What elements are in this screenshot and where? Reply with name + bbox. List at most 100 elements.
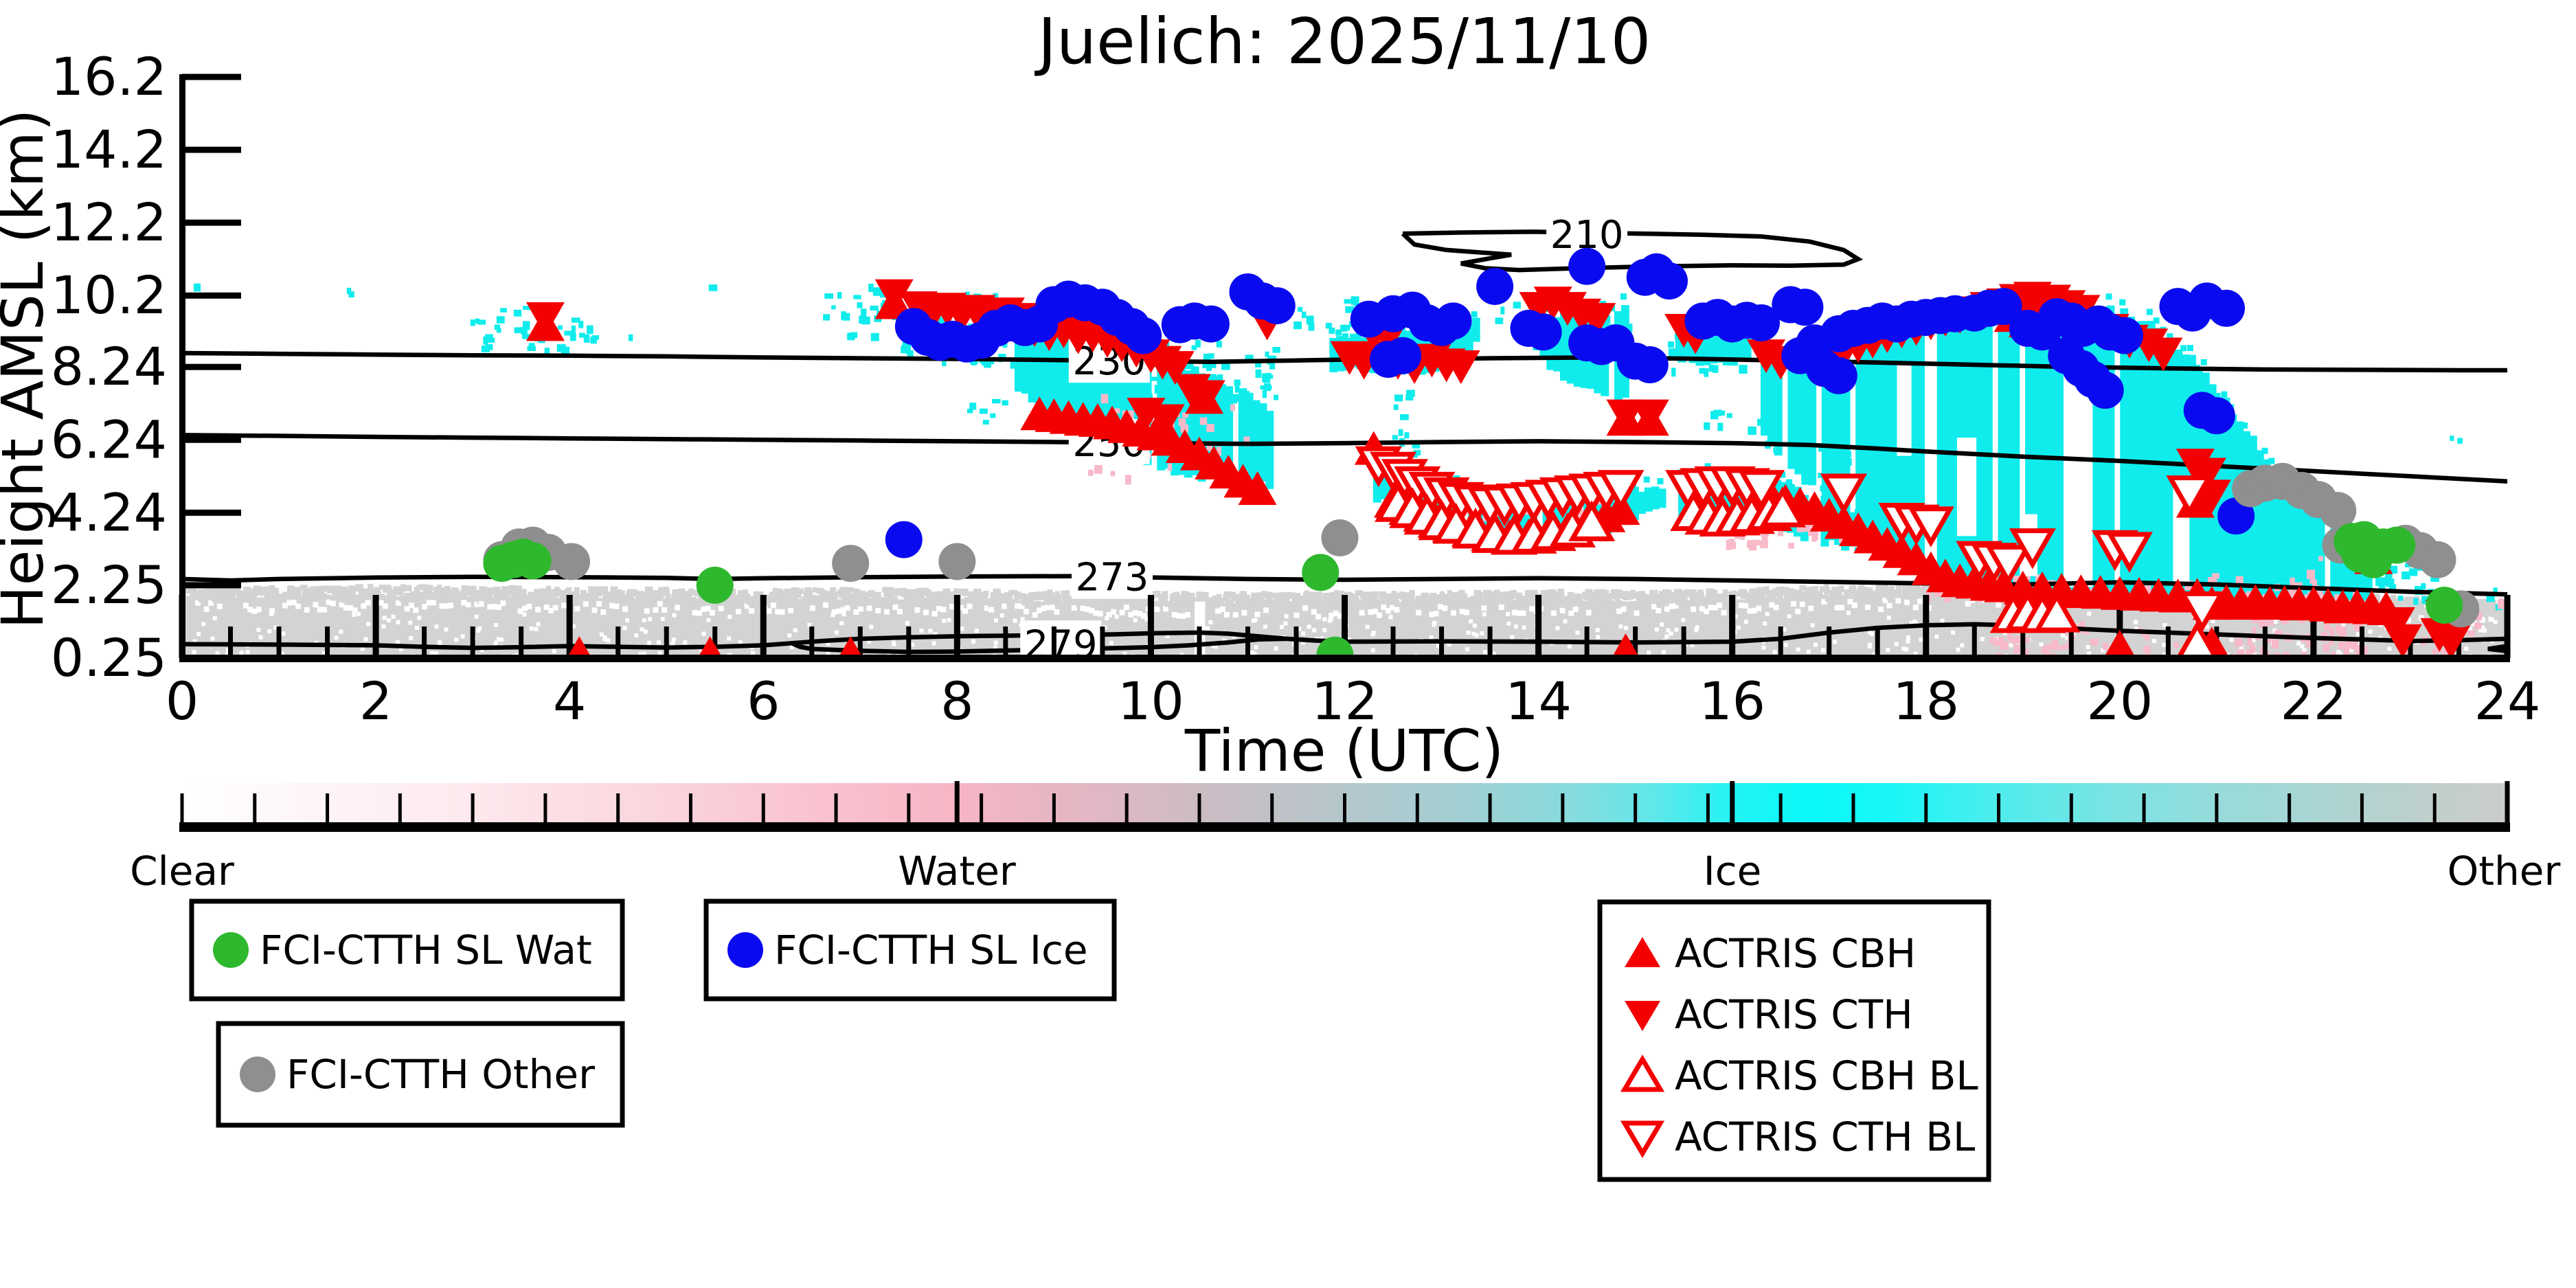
fci-ctth-ice-point bbox=[1820, 357, 1857, 394]
band-noise bbox=[465, 602, 471, 608]
other-speckle bbox=[1423, 595, 1430, 604]
water-speckle bbox=[2143, 585, 2151, 596]
other-speckle bbox=[1590, 591, 1596, 598]
band-noise bbox=[225, 651, 230, 656]
class-colorbar: Clear Water Ice Other bbox=[130, 781, 2560, 894]
band-noise bbox=[387, 618, 392, 623]
ice-speckle bbox=[1412, 444, 1421, 449]
other-speckle bbox=[206, 592, 212, 600]
water-speckle bbox=[1129, 413, 1134, 421]
ice-fuzz bbox=[2268, 457, 2275, 464]
band-noise bbox=[1664, 634, 1669, 639]
other-speckle bbox=[1511, 589, 1517, 597]
other-speckle bbox=[795, 598, 804, 607]
band-noise bbox=[438, 642, 442, 647]
band-noise bbox=[2086, 644, 2090, 649]
other-speckle bbox=[947, 591, 954, 598]
actris-cth-bl-marker bbox=[1985, 544, 2032, 586]
water-speckle bbox=[2318, 556, 2323, 561]
band-noise bbox=[356, 611, 361, 616]
other-speckle bbox=[2485, 602, 2493, 609]
fci-ctth-ice-point bbox=[1786, 289, 1824, 326]
band-noise bbox=[444, 627, 449, 632]
other-speckle bbox=[1595, 589, 1601, 598]
ice-speckle bbox=[853, 295, 861, 300]
other-speckle bbox=[1832, 596, 1838, 604]
other-speckle bbox=[1004, 594, 1013, 601]
band-noise bbox=[313, 602, 319, 608]
other-speckle bbox=[1745, 595, 1752, 601]
other-speckle bbox=[749, 599, 755, 608]
ice-speckle bbox=[2281, 510, 2291, 516]
band-noise bbox=[1429, 635, 1434, 640]
band-noise bbox=[1223, 611, 1230, 618]
x-minor-tick bbox=[1003, 626, 1008, 658]
water-speckle bbox=[2015, 636, 2020, 644]
band-noise bbox=[1934, 634, 1939, 639]
ice-speckle bbox=[824, 293, 834, 299]
other-speckle bbox=[2391, 596, 2397, 604]
band-noise bbox=[326, 599, 332, 605]
ice-region-tail-22 bbox=[2283, 479, 2292, 595]
ice-speckle bbox=[2385, 572, 2393, 578]
other-speckle bbox=[1610, 589, 1618, 598]
ice-speckle bbox=[2397, 596, 2404, 601]
band-noise bbox=[1806, 649, 1811, 654]
other-speckle bbox=[574, 587, 580, 594]
other-speckle bbox=[672, 589, 680, 597]
ice-speckle bbox=[2408, 568, 2418, 576]
band-noise bbox=[269, 608, 275, 614]
ice-speckle bbox=[579, 332, 586, 338]
x-tick-label: 20 bbox=[2086, 670, 2153, 732]
ice-speckle bbox=[1621, 315, 1628, 322]
band-noise bbox=[949, 604, 956, 610]
ice-speckle bbox=[1710, 348, 1717, 354]
other-speckle bbox=[1794, 589, 1802, 598]
other-speckle bbox=[1256, 597, 1265, 605]
other-speckle bbox=[560, 595, 568, 602]
colorbar-minor-tick bbox=[2215, 793, 2219, 822]
actris-cth-bl-marker bbox=[1820, 473, 1867, 515]
band-noise bbox=[1940, 618, 1945, 623]
other-speckle bbox=[1656, 596, 1664, 601]
ice-speckle bbox=[1713, 365, 1719, 373]
other-speckle bbox=[806, 596, 811, 605]
ice-speckle bbox=[1773, 447, 1779, 453]
band-noise bbox=[415, 625, 420, 630]
colorbar-minor-tick bbox=[1997, 793, 2001, 822]
other-speckle bbox=[787, 591, 795, 600]
band-noise bbox=[2252, 651, 2257, 656]
band-noise bbox=[1368, 609, 1374, 615]
other-speckle bbox=[809, 596, 815, 603]
other-speckle bbox=[540, 588, 548, 595]
ice-speckle bbox=[1263, 374, 1271, 383]
ice-speckle bbox=[2274, 501, 2283, 508]
x-major-tick bbox=[1342, 595, 1348, 658]
ice-region-main-evening bbox=[2011, 301, 2020, 595]
other-speckle bbox=[993, 588, 1001, 594]
other-speckle bbox=[1776, 594, 1783, 599]
band-noise bbox=[2355, 632, 2360, 637]
legend-actris-cth-bl-label: ACTRIS CTH BL bbox=[1675, 1114, 1975, 1160]
other-speckle bbox=[493, 590, 501, 599]
fci-ctth-other-point bbox=[2419, 541, 2456, 578]
other-speckle bbox=[1170, 594, 1178, 599]
other-speckle bbox=[777, 596, 783, 603]
other-speckle bbox=[2407, 596, 2413, 604]
band-noise bbox=[1097, 611, 1103, 617]
ice-speckle bbox=[2457, 438, 2463, 444]
band-noise bbox=[671, 637, 676, 642]
other-speckle bbox=[1239, 591, 1247, 597]
band-noise bbox=[1838, 605, 1844, 611]
other-speckle bbox=[2410, 600, 2417, 608]
ice-speckle bbox=[847, 332, 855, 341]
other-speckle bbox=[1783, 591, 1790, 598]
x-minor-tick bbox=[1633, 626, 1638, 658]
ice-speckle bbox=[1234, 385, 1240, 393]
other-speckle bbox=[658, 593, 664, 602]
band-noise bbox=[1699, 606, 1705, 612]
band-noise bbox=[295, 603, 302, 609]
x-minor-tick bbox=[2262, 626, 2268, 658]
other-speckle bbox=[368, 584, 374, 591]
other-speckle bbox=[1838, 595, 1846, 602]
